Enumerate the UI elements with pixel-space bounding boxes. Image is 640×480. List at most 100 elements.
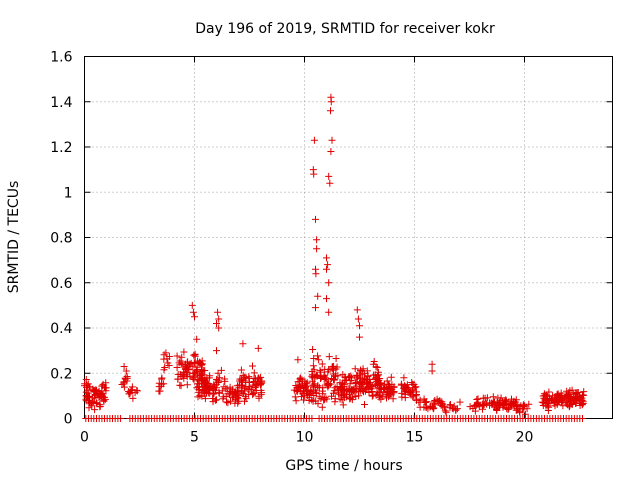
data-point [579,391,587,399]
data-point [120,378,128,386]
data-point [162,349,170,357]
data-point [431,397,439,404]
data-point [188,301,196,309]
data-point [313,236,321,244]
data-point [239,378,246,386]
data-point [313,372,321,380]
data-point [200,382,208,390]
data-point [312,397,320,405]
data-point [82,376,90,383]
data-point [428,367,436,375]
data-point [231,399,239,407]
data-point [496,400,504,408]
data-point [410,381,418,388]
data-point [411,384,419,392]
data-point [542,391,550,399]
data-point [191,352,199,360]
data-point [174,375,182,383]
data-point [294,356,302,364]
data-point [400,374,408,382]
data-point [123,373,131,380]
data-point [539,402,547,409]
chart-title: Day 196 of 2019, SRMTID for receiver kok… [195,21,495,37]
data-point [240,373,248,381]
data-point [214,308,222,316]
data-point [327,98,335,106]
data-point [156,387,164,395]
data-point [321,374,329,382]
data-point [237,366,245,374]
data-point [93,400,101,407]
data-point [292,397,300,405]
data-point [309,381,317,389]
data-point [489,393,497,401]
data-point [331,372,339,380]
data-point [356,322,363,330]
data-point [422,399,430,406]
data-point [215,324,223,332]
data-point [326,179,334,187]
data-point [324,261,332,269]
data-point [299,390,307,398]
data-point [446,401,454,409]
data-point [176,381,184,389]
data-point [365,389,373,396]
data-point [323,295,330,303]
data-point [309,346,317,353]
x-tick-label: 15 [406,430,424,446]
data-point [205,380,213,388]
data-point [314,292,322,300]
data-point [297,374,305,382]
data-point [323,265,330,273]
y-tick-label: 0.6 [50,276,72,292]
data-point [210,389,218,397]
data-point [250,378,258,385]
data-point [324,368,332,376]
data-point [90,394,98,402]
data-point [244,385,252,393]
data-point [180,370,188,378]
data-point [197,370,205,378]
data-point [354,373,361,381]
data-point [308,388,316,396]
data-point [502,398,510,406]
data-point [180,348,188,356]
data-point [422,403,430,411]
data-point [238,389,246,397]
data-point [563,387,571,395]
data-point [519,405,527,413]
data-point [308,415,316,422]
y-tick-label: 1 [64,185,73,201]
data-point [227,397,234,405]
data-point [191,313,198,321]
data-point [245,379,253,386]
data-point [357,384,365,392]
data-point [185,365,192,373]
data-point [521,410,529,418]
data-point [371,371,379,379]
data-point [173,352,181,360]
data-point [92,399,100,407]
data-point [389,395,397,403]
data-point [301,381,309,389]
y-tick-label: 0.2 [50,366,72,382]
data-point [310,382,318,390]
data-point [249,362,256,370]
x-tick-label: 20 [516,430,534,446]
data-point [325,279,333,287]
data-point [316,366,324,374]
data-point [504,406,512,413]
data-point [310,170,318,178]
data-point [390,388,398,396]
data-point [164,359,172,367]
data-point [291,393,299,401]
data-point [483,394,491,402]
data-point [380,385,388,393]
data-point [318,360,326,368]
data-point [334,372,342,380]
data-point [480,401,488,408]
data-point [173,364,181,371]
data-point [102,387,110,395]
data-point [198,357,206,365]
data-point [186,372,194,380]
